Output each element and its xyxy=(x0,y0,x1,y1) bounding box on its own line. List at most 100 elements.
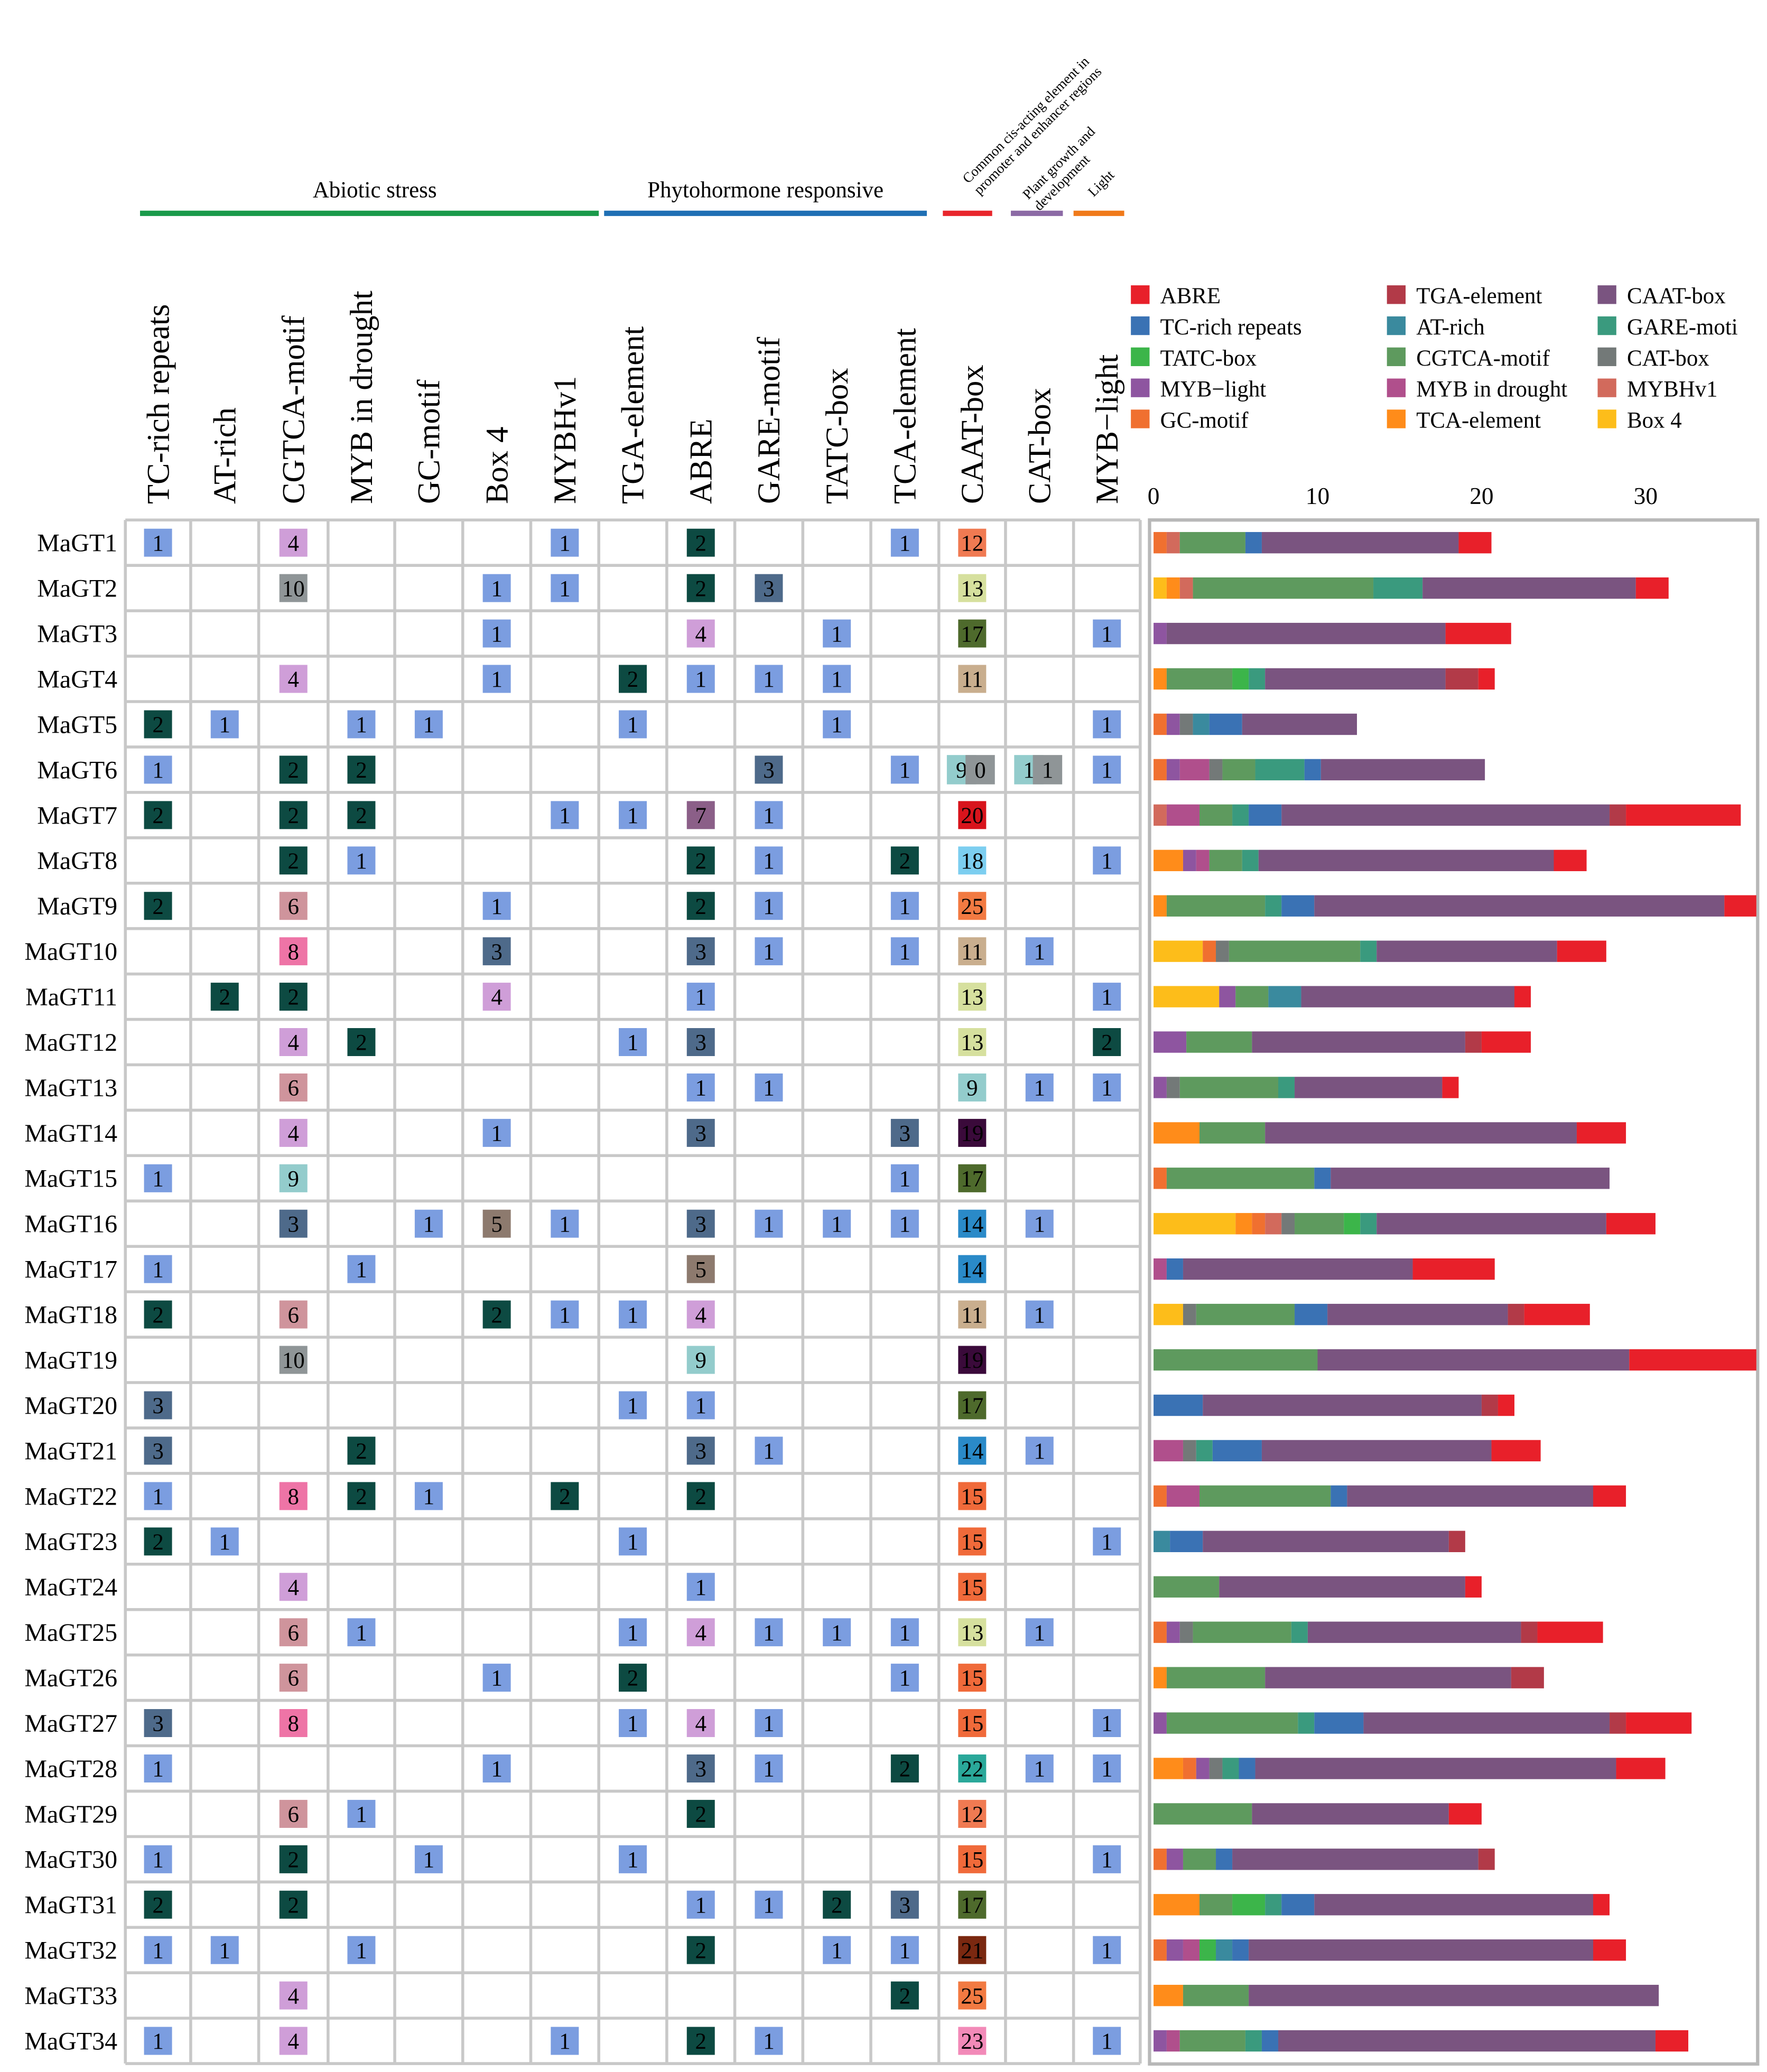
count-cell-value: 2 xyxy=(831,1893,842,1918)
count-cell-box xyxy=(958,1300,987,1329)
bar-segment xyxy=(1373,577,1423,599)
bar-segment xyxy=(1478,668,1495,690)
count-cell-box xyxy=(144,1164,172,1192)
count-cell-box xyxy=(279,1300,308,1329)
count-cell-value: 22 xyxy=(961,1757,983,1782)
bar-segment xyxy=(1154,1485,1167,1507)
count-cell-value: 13 xyxy=(961,985,983,1010)
legend-label: GARE-moti xyxy=(1627,315,1738,340)
legend-label: MYB in drought xyxy=(1416,377,1567,402)
count-cell-value: 23 xyxy=(961,2029,983,2054)
bar-segment xyxy=(1412,1258,1495,1280)
count-cell-box xyxy=(958,1618,987,1647)
count-cell-box xyxy=(1093,846,1121,875)
count-cell-value: 15 xyxy=(961,1847,983,1872)
bar-segment xyxy=(1610,804,1626,826)
legend-swatch xyxy=(1131,347,1150,367)
count-cell-value: 1 xyxy=(627,1303,638,1328)
bar-segment xyxy=(1268,986,1301,1007)
legend-label: TATC-box xyxy=(1160,346,1257,371)
count-cell-value: 1 xyxy=(1101,849,1112,874)
bar-segment xyxy=(1239,1758,1256,1779)
bar-segment xyxy=(1154,1984,1183,2006)
count-cell-box xyxy=(890,1890,919,1919)
count-cell-box xyxy=(686,1028,715,1057)
count-cell-value: 1 xyxy=(491,622,502,647)
count-cell-value: 1 xyxy=(491,667,502,692)
element-column-header: GARE-motif xyxy=(751,337,787,504)
count-cell-box xyxy=(890,937,919,966)
count-cell-value: 1 xyxy=(695,1575,706,1600)
count-cell-value: 1 xyxy=(1034,1621,1045,1646)
count-cell-value: 1 xyxy=(1101,2029,1112,2054)
bar-segment xyxy=(1249,1984,1659,2006)
bar-segment xyxy=(1154,986,1220,1007)
count-cell-value: 2 xyxy=(288,849,299,874)
bar-segment xyxy=(1203,1530,1449,1552)
count-cell-value: 8 xyxy=(288,1712,299,1737)
count-cell-box xyxy=(482,619,511,648)
count-cell-box xyxy=(958,665,987,693)
gene-label: MaGT24 xyxy=(24,1573,117,1601)
bar-segment xyxy=(1199,1894,1233,1916)
count-cell-box xyxy=(958,574,987,602)
count-cell-value: 3 xyxy=(899,1122,910,1146)
count-cell-value: 2 xyxy=(152,1303,163,1328)
count-cell-value: 1 xyxy=(899,940,910,965)
count-cell-box xyxy=(347,1618,376,1647)
count-cell-box xyxy=(686,1709,715,1738)
count-cell-box xyxy=(347,1936,376,1964)
count-cell-box xyxy=(686,1300,715,1329)
bar-segment xyxy=(1377,940,1557,962)
count-cell-box xyxy=(958,619,987,648)
count-cell-value: 1 xyxy=(627,1712,638,1737)
count-cell-box xyxy=(1093,1845,1121,1873)
count-cell-value: 2 xyxy=(899,849,910,874)
bar-segment xyxy=(1331,1485,1347,1507)
bar-segment xyxy=(1154,1440,1183,1462)
count-cell-value: 11 xyxy=(961,940,983,965)
count-cell-value: 1 xyxy=(1023,758,1034,783)
count-cell-box xyxy=(619,801,647,829)
legend-label: TGA-element xyxy=(1416,284,1542,309)
category-label: Light xyxy=(1085,167,1118,200)
count-cell-value: 1 xyxy=(763,1439,774,1464)
count-cell-box xyxy=(686,1391,715,1420)
bar-segment xyxy=(1265,1213,1282,1235)
count-cell-value: 9 xyxy=(966,1076,978,1101)
gene-label: MaGT20 xyxy=(24,1392,117,1420)
count-cell-box xyxy=(686,2027,715,2055)
count-cell-box xyxy=(279,801,308,829)
bar-segment xyxy=(1166,804,1199,826)
count-cell-box xyxy=(279,755,308,784)
legend-swatch xyxy=(1597,285,1616,304)
chart-frame xyxy=(1148,518,1760,2066)
bar-segment xyxy=(1179,577,1193,599)
count-cell-box xyxy=(144,710,172,739)
count-cell-box xyxy=(482,665,511,693)
count-cell-value: 2 xyxy=(288,985,299,1010)
count-cell-box xyxy=(279,1618,308,1647)
count-cell-box xyxy=(279,1981,308,2010)
bar-segment xyxy=(1154,577,1167,599)
count-cell-value: 2 xyxy=(288,758,299,783)
count-cell-box xyxy=(1025,1754,1054,1782)
count-cell-value: 2 xyxy=(288,804,299,828)
count-cell-value: 1 xyxy=(763,804,774,828)
bar-segment xyxy=(1222,759,1256,781)
count-cell-value: 1 xyxy=(491,1757,502,1782)
count-cell-value: 2 xyxy=(356,1439,367,1464)
count-cell-box xyxy=(619,1618,647,1647)
count-cell-value: 1 xyxy=(356,1938,367,1963)
bar-segment xyxy=(1445,668,1478,690)
bar-segment xyxy=(1166,577,1180,599)
count-cell-value: 21 xyxy=(961,1938,983,1963)
legend-swatch xyxy=(1597,347,1616,367)
count-cell-box xyxy=(1025,1209,1054,1238)
count-cell-value: 3 xyxy=(288,1212,299,1237)
count-cell-box xyxy=(414,1482,443,1510)
count-cell-box xyxy=(755,846,783,875)
count-cell-value: 2 xyxy=(899,1757,910,1782)
count-cell-box xyxy=(144,755,172,784)
count-cell-box xyxy=(619,665,647,693)
